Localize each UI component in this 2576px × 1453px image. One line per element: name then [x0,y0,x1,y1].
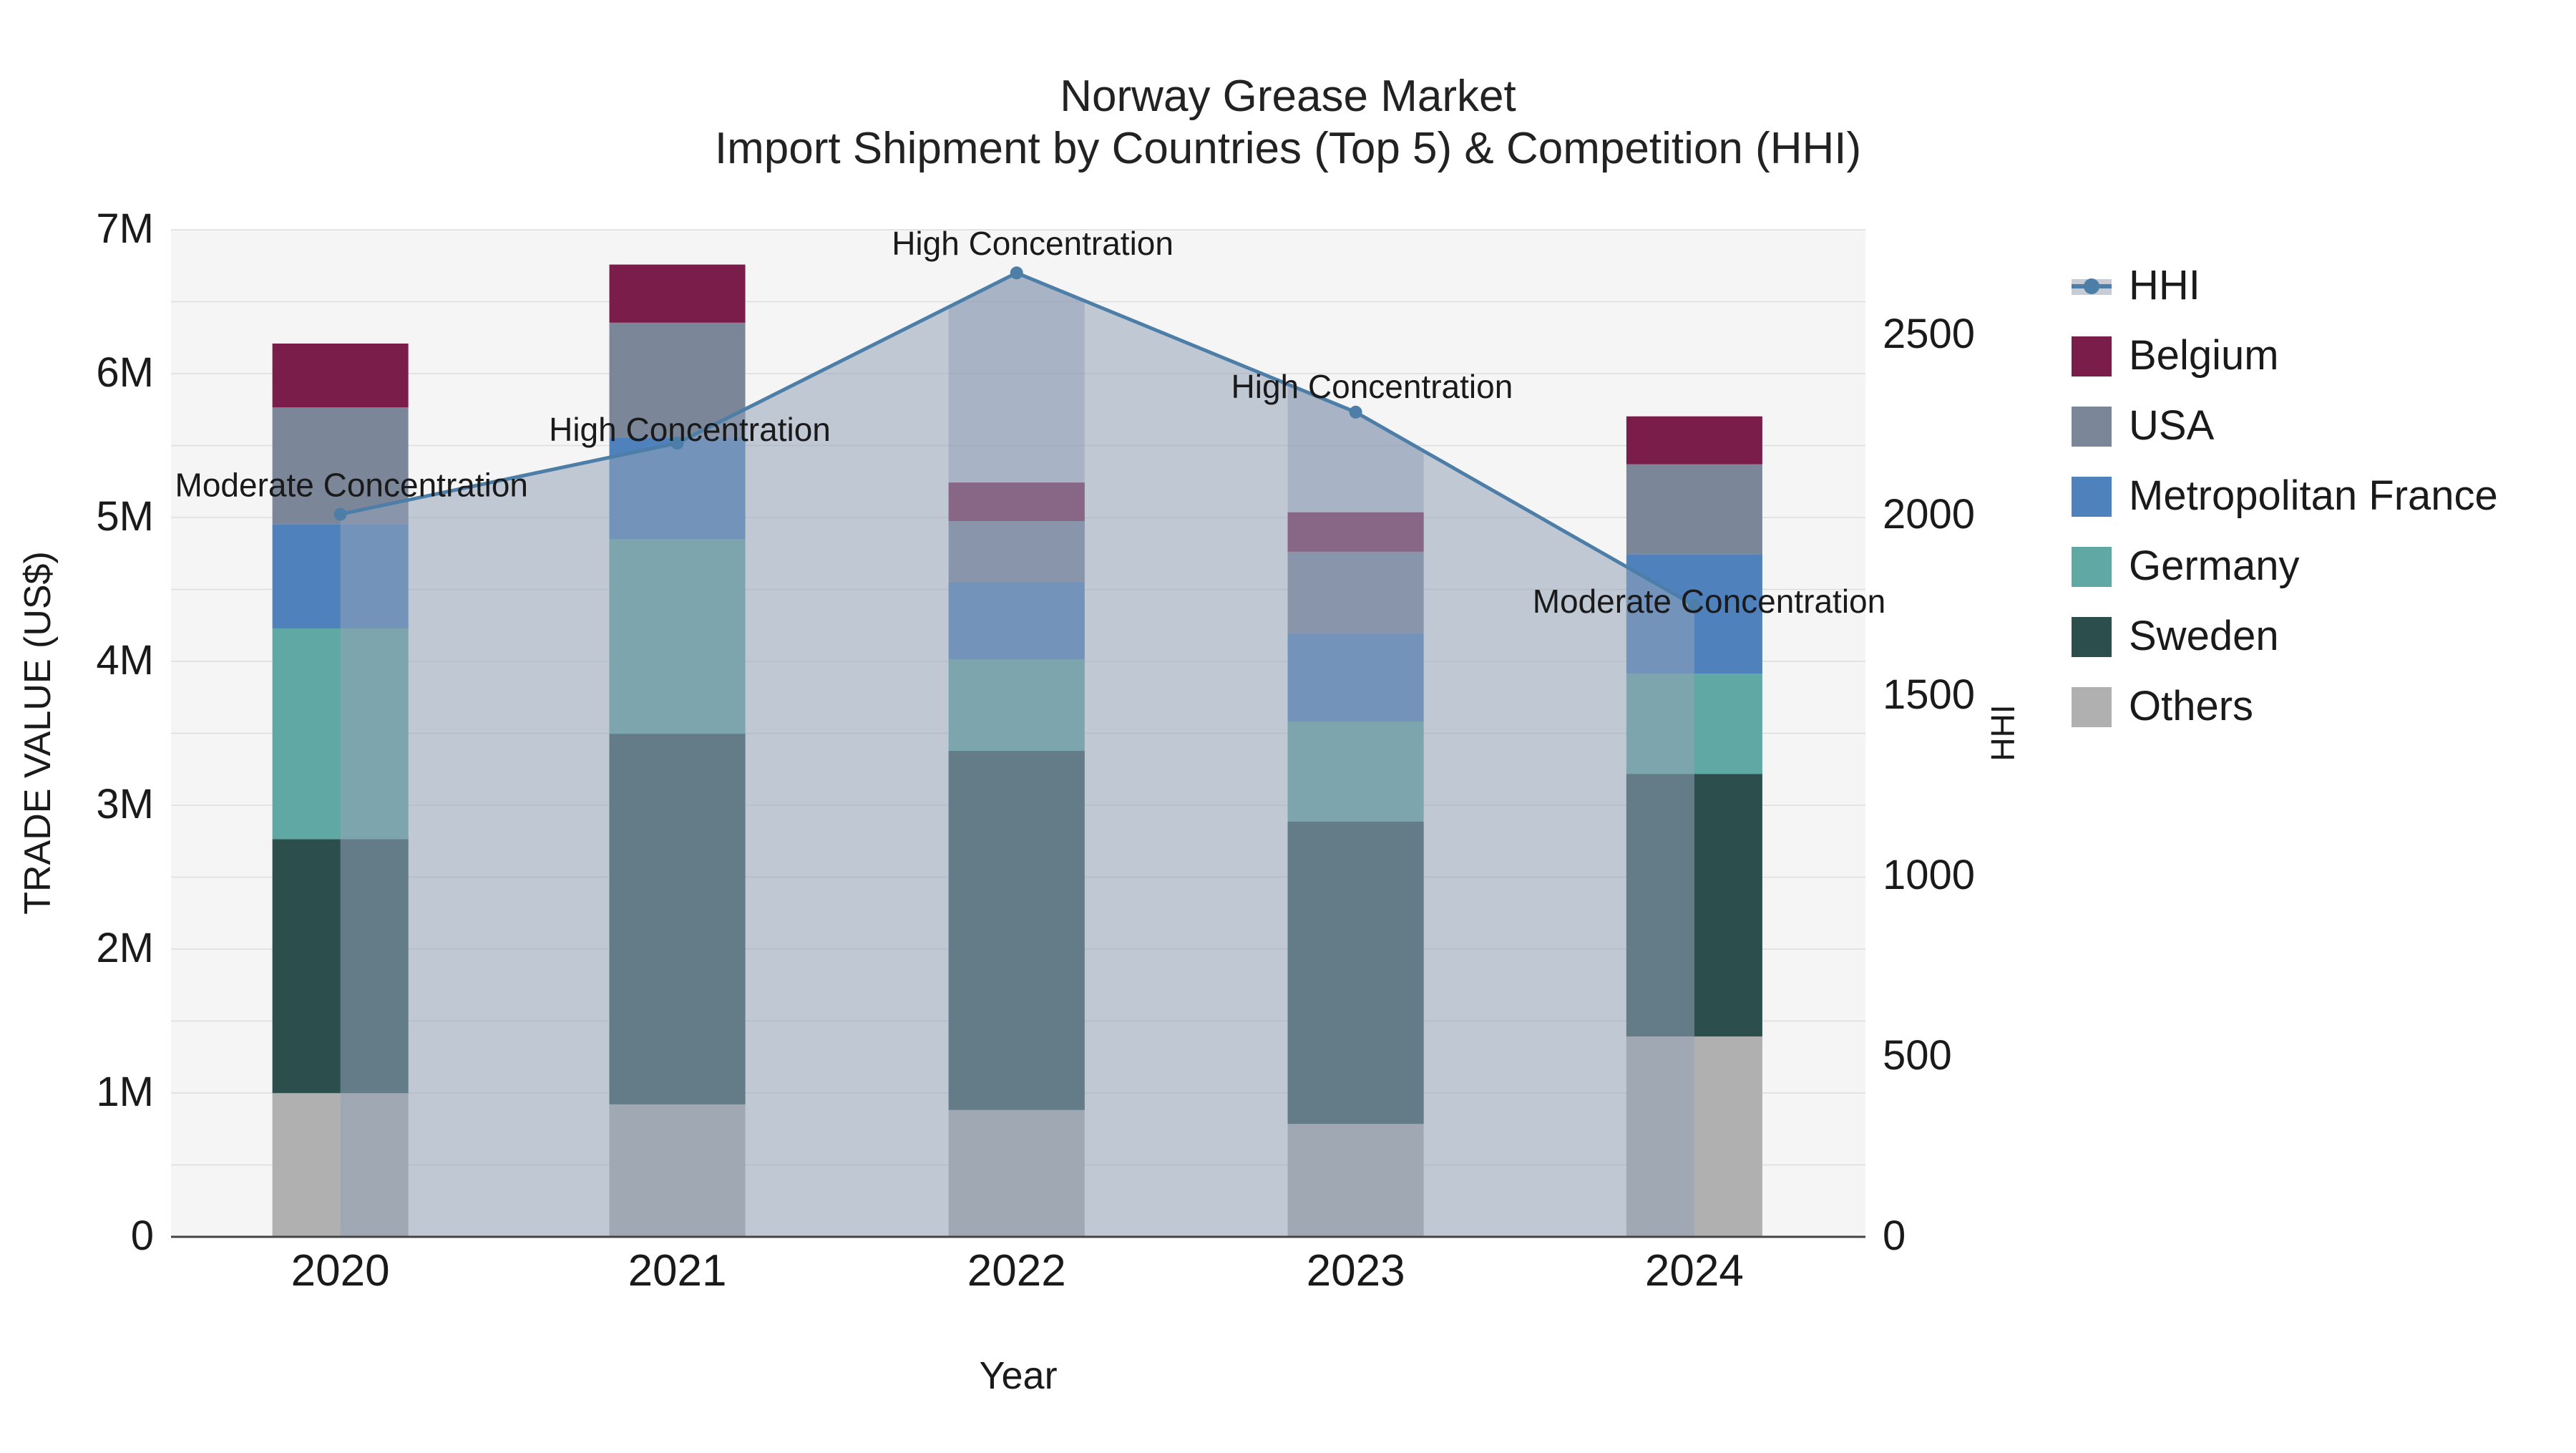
svg-text:2021: 2021 [628,1246,727,1296]
svg-text:USA: USA [2129,402,2215,449]
svg-text:Moderate Concentration: Moderate Concentration [1533,583,1886,620]
svg-text:Norway Grease Market: Norway Grease Market [1060,72,1516,121]
svg-text:2023: 2023 [1307,1246,1405,1296]
svg-text:6M: 6M [96,349,154,396]
svg-text:Others: Others [2129,683,2253,729]
svg-text:500: 500 [1883,1032,1952,1079]
svg-text:1500: 1500 [1883,671,1975,718]
svg-text:Metropolitan France: Metropolitan France [2129,472,2498,519]
svg-text:Belgium: Belgium [2129,332,2279,379]
svg-text:7M: 7M [96,205,154,252]
svg-text:2020: 2020 [291,1246,390,1296]
svg-text:2500: 2500 [1883,311,1975,357]
svg-text:HHI: HHI [1984,704,2021,761]
svg-text:Import Shipment by Countries (: Import Shipment by Countries (Top 5) & C… [715,124,1861,173]
svg-text:High Concentration: High Concentration [892,225,1174,262]
svg-text:2000: 2000 [1883,491,1975,538]
svg-text:Year: Year [979,1354,1057,1397]
svg-text:4M: 4M [96,637,154,684]
svg-text:5M: 5M [96,493,154,540]
svg-text:0: 0 [131,1213,154,1259]
svg-text:TRADE VALUE (US$): TRADE VALUE (US$) [17,551,59,915]
svg-text:Moderate Concentration: Moderate Concentration [175,467,529,504]
svg-text:1000: 1000 [1883,852,1975,898]
svg-text:Germany: Germany [2129,543,2300,589]
svg-text:HHI: HHI [2129,262,2200,308]
svg-text:High Concentration: High Concentration [1231,368,1513,405]
svg-text:3M: 3M [96,781,154,827]
svg-text:0: 0 [1883,1213,1906,1259]
svg-text:2M: 2M [96,925,154,971]
svg-text:High Concentration: High Concentration [549,411,831,448]
svg-text:Sweden: Sweden [2129,613,2279,659]
svg-text:1M: 1M [96,1069,154,1115]
svg-text:2024: 2024 [1645,1246,1744,1296]
svg-text:2022: 2022 [967,1246,1066,1296]
